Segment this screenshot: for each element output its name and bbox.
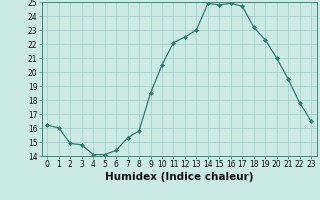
X-axis label: Humidex (Indice chaleur): Humidex (Indice chaleur)	[105, 172, 253, 182]
